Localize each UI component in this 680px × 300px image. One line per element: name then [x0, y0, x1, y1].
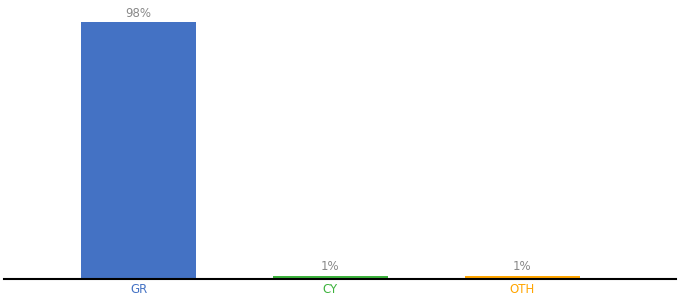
Text: 1%: 1%: [513, 260, 532, 273]
Bar: [464, 276, 580, 279]
Bar: [81, 22, 196, 279]
Text: 98%: 98%: [126, 7, 152, 20]
Text: 1%: 1%: [321, 260, 340, 273]
Bar: [273, 276, 388, 279]
